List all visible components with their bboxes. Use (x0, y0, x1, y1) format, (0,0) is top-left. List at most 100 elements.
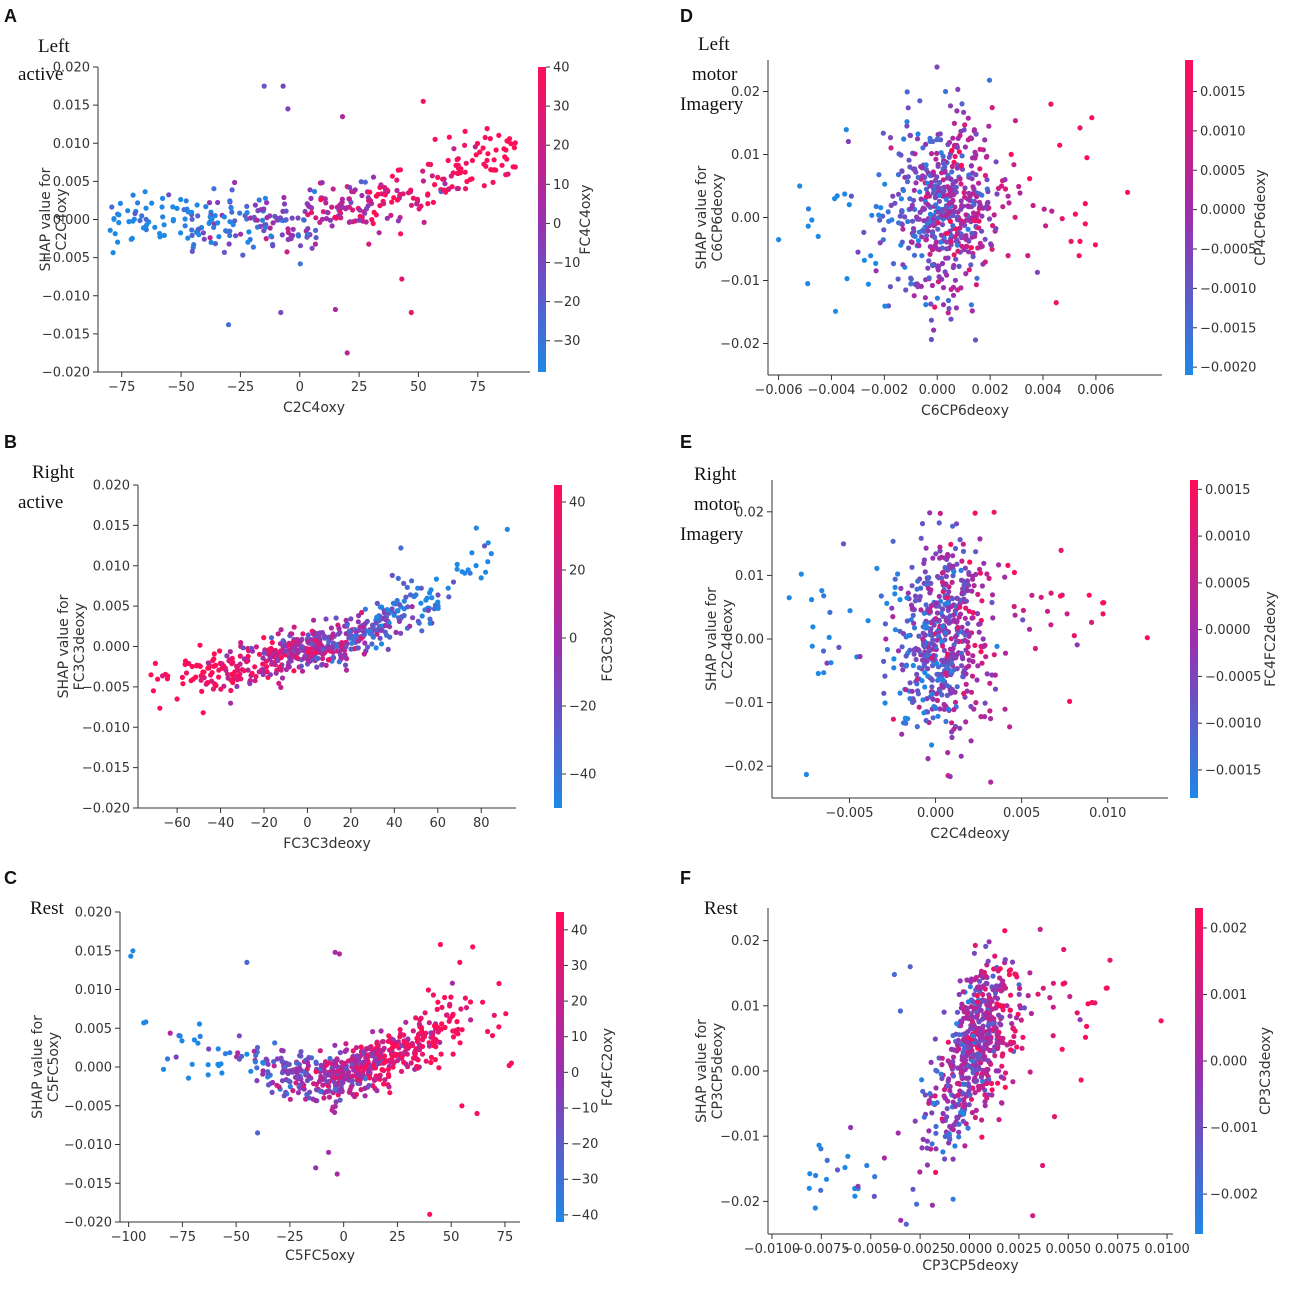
data-point (908, 275, 914, 281)
data-point (945, 297, 952, 304)
x-tick-label: −0.0025 (892, 1242, 948, 1257)
data-point (926, 1128, 932, 1134)
data-point (880, 213, 886, 219)
data-point (508, 1060, 514, 1066)
data-point (940, 677, 946, 683)
data-point (1074, 642, 1080, 648)
data-point (957, 537, 963, 543)
data-point (1027, 176, 1033, 182)
x-tick-label: −0.0050 (843, 1242, 899, 1257)
data-point (975, 1083, 982, 1089)
data-point (971, 127, 978, 133)
data-point (807, 1171, 813, 1177)
data-point (1067, 698, 1073, 705)
data-point (318, 1088, 324, 1095)
data-point (324, 1079, 331, 1085)
data-point (952, 545, 959, 552)
x-tick-label: −0.006 (755, 383, 803, 398)
data-point (939, 1055, 945, 1061)
data-point (929, 282, 936, 289)
data-point (948, 636, 954, 642)
data-point (845, 1153, 851, 1159)
data-point (973, 282, 980, 288)
data-point (967, 984, 974, 990)
data-point (934, 1100, 940, 1106)
x-tick-label: 0 (340, 1230, 348, 1245)
data-point (227, 657, 233, 663)
data-point (950, 553, 956, 559)
data-point (1002, 928, 1008, 934)
data-point (1017, 985, 1023, 992)
data-point (327, 1055, 333, 1062)
data-point (300, 631, 306, 637)
data-point (981, 1068, 987, 1074)
data-point (198, 677, 204, 683)
data-point (969, 1066, 976, 1072)
data-point (881, 690, 887, 696)
data-point (337, 652, 344, 658)
data-point (157, 230, 163, 237)
data-point (1050, 1004, 1056, 1010)
data-point (252, 664, 258, 670)
data-point (282, 1064, 288, 1070)
data-point (261, 83, 267, 89)
data-point (986, 216, 993, 222)
data-point (920, 697, 926, 703)
data-point (954, 165, 960, 171)
data-point (343, 667, 350, 673)
data-point (206, 1046, 212, 1052)
data-point (272, 213, 278, 219)
data-point (924, 220, 931, 226)
data-point (505, 171, 511, 177)
data-point (307, 187, 313, 193)
colorbar-tick-label: 20 (553, 139, 570, 154)
data-point (319, 655, 326, 662)
colorbar-tick-label: 40 (553, 61, 570, 76)
data-point (954, 561, 960, 567)
data-point (211, 224, 217, 230)
data-point (276, 1084, 282, 1090)
data-point (1144, 635, 1150, 641)
data-point (155, 676, 161, 682)
panel-letter: C (4, 868, 17, 888)
data-point (462, 169, 468, 175)
data-point (924, 1162, 931, 1168)
data-point (897, 597, 903, 603)
data-point (355, 619, 361, 625)
scatter-points (107, 83, 518, 356)
data-point (150, 688, 156, 694)
data-point (970, 1085, 976, 1091)
data-point (965, 587, 971, 594)
data-point (985, 958, 991, 964)
data-point (179, 1038, 185, 1044)
data-point (1078, 1077, 1084, 1083)
data-point (143, 216, 149, 222)
data-point (919, 234, 925, 240)
data-point (318, 1062, 324, 1068)
data-point (353, 629, 359, 635)
data-point (986, 995, 993, 1001)
data-point (979, 213, 985, 219)
data-point (206, 200, 213, 206)
data-point (933, 239, 939, 245)
data-point (914, 671, 920, 678)
data-point (272, 1040, 278, 1046)
data-point (967, 1026, 974, 1032)
y-tick-label: −0.010 (82, 721, 130, 736)
data-point (995, 185, 1002, 191)
data-point (943, 573, 950, 580)
colorbar-tick-label: −20 (553, 295, 580, 310)
data-point (977, 536, 983, 542)
data-point (897, 213, 903, 219)
data-point (428, 161, 434, 168)
x-tick-label: −0.0100 (744, 1242, 800, 1257)
data-point (890, 538, 896, 544)
data-point (343, 617, 349, 624)
data-point (249, 670, 255, 676)
data-point (313, 1069, 319, 1075)
data-point (287, 1084, 293, 1090)
data-point (951, 569, 957, 575)
data-point (984, 1095, 990, 1101)
data-point (391, 612, 397, 618)
